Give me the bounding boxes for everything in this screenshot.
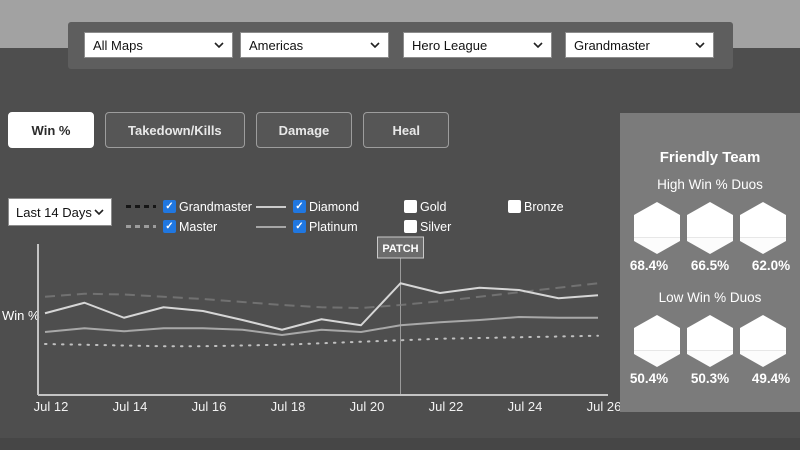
chevron-down-icon — [695, 42, 705, 48]
high-win-duo-row — [620, 202, 800, 254]
legend-item-diamond: ✓ Diamond — [256, 199, 359, 214]
legend-label-platinum: Platinum — [309, 219, 358, 234]
legend-label-diamond: Diamond — [309, 199, 360, 214]
legend-checkbox-grandmaster[interactable]: ✓ — [163, 200, 176, 213]
chevron-down-icon — [214, 42, 224, 48]
legend-label-gold: Gold — [420, 199, 447, 214]
time-range-value: Last 14 Days — [16, 204, 92, 220]
panel-title: Friendly Team — [659, 149, 761, 166]
x-axis-tick-label: Jul 16 — [192, 399, 227, 414]
x-axis-tick-label: Jul 20 — [350, 399, 385, 414]
low-win-duos-heading: Low Win % Duos — [658, 290, 762, 305]
stat-tabs: Win % Takedown/Kills Damage Heal — [8, 112, 450, 148]
tab-damage[interactable]: Damage — [255, 112, 353, 148]
low-win-duo-values: 50.4% 50.3% 49.4% — [620, 371, 800, 386]
legend-checkbox-silver[interactable] — [404, 220, 417, 233]
x-axis-tick-label: Jul 22 — [429, 399, 464, 414]
duo-win-rate: 49.4% — [751, 371, 791, 386]
duo-hexagon-icon[interactable] — [634, 315, 680, 367]
duo-hexagon-icon[interactable] — [740, 315, 786, 367]
legend-item-master: ✓ Master — [126, 219, 252, 234]
legend-column-4: Bronze — [508, 199, 564, 214]
x-axis-tick-label: Jul 14 — [113, 399, 148, 414]
bottom-band — [0, 438, 800, 450]
tab-takedown-kills[interactable]: Takedown/Kills — [105, 112, 245, 148]
x-axis-tick-label: Jul 12 — [34, 399, 69, 414]
game-mode-filter-dropdown[interactable]: Hero League — [403, 32, 552, 58]
legend-item-gold: Gold — [404, 199, 451, 214]
legend-item-platinum: ✓ Platinum — [256, 219, 359, 234]
x-axis-tick-label: Jul 26 — [587, 399, 620, 414]
high-win-duos-heading: High Win % Duos — [657, 177, 763, 192]
legend-label-silver: Silver — [420, 219, 452, 234]
legend-column-2: ✓ Diamond ✓ Platinum — [256, 199, 359, 234]
duo-win-rate: 62.0% — [751, 258, 791, 273]
legend-column-3: Gold Silver — [404, 199, 451, 234]
master-line-sample — [126, 225, 156, 228]
legend-label-bronze: Bronze — [524, 199, 564, 214]
duo-hexagon-icon[interactable] — [687, 315, 733, 367]
duo-win-rate: 50.4% — [629, 371, 669, 386]
low-win-duo-row — [620, 315, 800, 367]
rank-filter-dropdown[interactable]: Grandmaster — [565, 32, 714, 58]
duo-win-rate: 50.3% — [690, 371, 730, 386]
legend-item-silver: Silver — [404, 219, 451, 234]
duo-hexagon-icon[interactable] — [687, 202, 733, 254]
y-axis-label: Win % — [2, 308, 40, 323]
svg-text:PATCH: PATCH — [382, 243, 418, 255]
time-range-dropdown[interactable]: Last 14 Days — [8, 198, 112, 226]
winrate-chart: Jul 12 Jul 14 Jul 16 Jul 18 Jul 20 Jul 22 Jul … — [34, 236, 621, 414]
patch-annotation: PATCH — [377, 236, 424, 259]
tab-win-percent[interactable]: Win % — [8, 112, 94, 148]
legend-checkbox-diamond[interactable]: ✓ — [293, 200, 306, 213]
map-filter-dropdown[interactable]: All Maps — [84, 32, 233, 58]
rank-filter-value: Grandmaster — [574, 37, 650, 53]
legend-checkbox-master[interactable]: ✓ — [163, 220, 176, 233]
duo-hexagon-icon[interactable] — [634, 202, 680, 254]
legend-checkbox-gold[interactable] — [404, 200, 417, 213]
duo-hexagon-icon[interactable] — [740, 202, 786, 254]
legend-item-bronze: Bronze — [508, 199, 564, 214]
legend-checkbox-platinum[interactable]: ✓ — [293, 220, 306, 233]
platinum-line-sample — [256, 225, 286, 228]
region-filter-dropdown[interactable]: Americas — [240, 32, 389, 58]
game-mode-filter-value: Hero League — [412, 37, 488, 53]
legend-label-grandmaster: Grandmaster — [179, 199, 252, 214]
chevron-down-icon — [370, 42, 380, 48]
region-filter-value: Americas — [249, 37, 304, 53]
friendly-team-panel: Friendly Team High Win % Duos 68.4% 66.5… — [620, 113, 800, 412]
legend-checkbox-bronze[interactable] — [508, 200, 521, 213]
x-axis-tick-label: Jul 18 — [271, 399, 306, 414]
x-axis-tick-label: Jul 24 — [508, 399, 543, 414]
filter-bar: All Maps Americas Hero League Grandmaste… — [68, 22, 733, 69]
legend-label-master: Master — [179, 219, 218, 234]
chevron-down-icon — [533, 42, 543, 48]
duo-win-rate: 66.5% — [690, 258, 730, 273]
legend-column-1: ✓ Grandmaster ✓ Master — [126, 199, 252, 234]
duo-win-rate: 68.4% — [629, 258, 669, 273]
tab-heal[interactable]: Heal — [363, 112, 450, 148]
legend-item-grandmaster: ✓ Grandmaster — [126, 199, 252, 214]
diamond-line-sample — [256, 205, 286, 208]
chevron-down-icon — [94, 209, 104, 215]
map-filter-value: All Maps — [93, 37, 143, 53]
grandmaster-line-sample — [126, 205, 156, 208]
winrate-chart-area[interactable]: Jul 12 Jul 14 Jul 16 Jul 18 Jul 20 Jul 22 Jul … — [0, 230, 621, 422]
high-win-duo-values: 68.4% 66.5% 62.0% — [620, 258, 800, 273]
